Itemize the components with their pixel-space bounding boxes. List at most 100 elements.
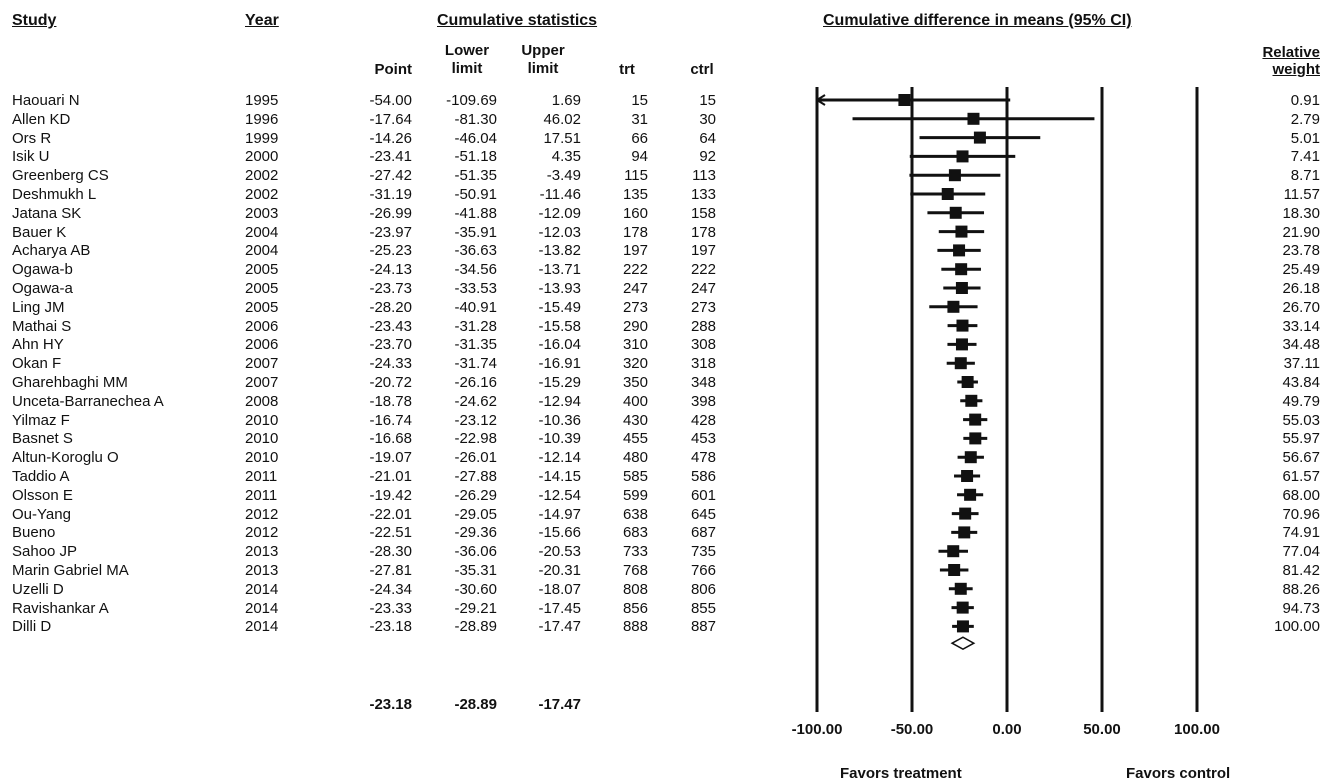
point-marker — [955, 263, 968, 276]
row-year: 2011 — [245, 486, 278, 504]
row-point: -19.42 — [369, 486, 412, 504]
row-year: 2007 — [245, 374, 279, 391]
row-year: 1995 — [245, 92, 279, 109]
row-year: 2004 — [245, 223, 279, 241]
row-study: Bueno — [12, 524, 56, 542]
row-study: Okan F — [12, 355, 62, 373]
row-study: Marin Gabriel MA — [12, 562, 129, 579]
row-trt: 273 — [622, 298, 648, 316]
row-trt: 808 — [622, 580, 648, 598]
row-study: Haouari N — [12, 92, 80, 109]
summary-point: -23.18 — [369, 696, 412, 713]
row-relative-weight: 68.00 — [1282, 486, 1320, 504]
row-study: Greenberg CS — [12, 167, 109, 185]
row-upper-limit: 46.02 — [543, 110, 581, 128]
row-relative-weight: 5.01 — [1290, 129, 1320, 147]
point-marker — [947, 300, 960, 313]
row-relative-weight: 26.70 — [1282, 298, 1320, 316]
row-relative-weight: 70.96 — [1282, 505, 1320, 523]
row-lower-limit: -50.91 — [454, 186, 497, 203]
row-study: Ahn HY — [12, 336, 64, 354]
row-lower-limit: -24.62 — [454, 392, 497, 410]
row-study: Olsson E — [12, 486, 73, 504]
row-study: Unceta-Barranechea A — [12, 392, 164, 410]
row-study: Gharehbaghi MM — [12, 374, 128, 391]
row-ctrl: 478 — [690, 449, 716, 467]
row-relative-weight: 18.30 — [1282, 204, 1320, 222]
point-marker — [948, 169, 961, 182]
row-point: -24.13 — [369, 261, 412, 279]
point-marker — [947, 545, 960, 558]
row-study: Acharya AB — [12, 242, 91, 260]
row-study: Basnet S — [12, 430, 73, 448]
row-lower-limit: -31.35 — [454, 336, 497, 354]
row-relative-weight: 0.91 — [1290, 92, 1320, 109]
row-lower-limit: -26.16 — [454, 374, 497, 391]
row-point: -22.51 — [369, 524, 412, 542]
row-upper-limit: 1.69 — [551, 92, 581, 109]
row-point: -19.07 — [369, 449, 412, 467]
row-upper-limit: -20.31 — [538, 562, 581, 579]
row-ctrl: 586 — [690, 468, 716, 485]
relative-weight-header-line1: Relative — [1262, 44, 1320, 61]
point-marker — [958, 526, 971, 539]
row-lower-limit: -29.36 — [454, 524, 497, 542]
row-study: Uzelli D — [12, 580, 64, 598]
row-upper-limit: -3.49 — [546, 167, 581, 185]
row-ctrl: 158 — [690, 204, 716, 222]
row-upper-limit: -12.54 — [538, 486, 581, 504]
row-study: Yilmaz F — [12, 411, 70, 429]
row-relative-weight: 74.91 — [1282, 524, 1320, 542]
row-study: Jatana SK — [12, 204, 82, 222]
row-upper-limit: -12.94 — [538, 392, 581, 410]
row-relative-weight: 26.18 — [1282, 280, 1320, 297]
row-lower-limit: -40.91 — [454, 298, 497, 316]
point-marker — [973, 131, 986, 144]
row-year: 2012 — [245, 505, 279, 523]
row-point: -16.74 — [369, 411, 412, 429]
row-lower-limit: -26.01 — [454, 449, 497, 467]
point-marker — [964, 488, 977, 501]
row-trt: 222 — [622, 261, 648, 279]
row-relative-weight: 55.97 — [1282, 430, 1320, 448]
row-lower-limit: -31.28 — [454, 317, 497, 335]
point-marker — [955, 338, 968, 351]
row-lower-limit: -29.05 — [454, 505, 497, 523]
row-lower-limit: -31.74 — [454, 355, 497, 373]
row-relative-weight: 37.11 — [1283, 355, 1320, 373]
row-lower-limit: -34.56 — [454, 261, 497, 279]
lower-header-line2: limit — [451, 60, 483, 77]
row-relative-weight: 81.42 — [1282, 562, 1320, 579]
row-ctrl: 113 — [692, 167, 716, 185]
row-study: Altun-Koroglu O — [12, 449, 119, 467]
upper-header-line2: limit — [527, 60, 559, 77]
trt-header: trt — [619, 61, 635, 78]
row-lower-limit: -36.06 — [454, 543, 497, 561]
row-point: -23.41 — [369, 148, 412, 166]
row-relative-weight: 77.04 — [1282, 543, 1320, 561]
row-relative-weight: 21.90 — [1282, 223, 1320, 241]
point-marker — [949, 206, 962, 219]
plot-title: Cumulative difference in means (95% CI) — [823, 12, 1132, 29]
upper-header-line1: Upper — [521, 42, 565, 59]
row-year: 2000 — [245, 148, 279, 166]
row-ctrl: 855 — [690, 599, 716, 617]
row-study: Mathai S — [12, 317, 72, 335]
favors-treatment-label: Favors treatment — [840, 765, 962, 782]
row-lower-limit: -51.18 — [454, 148, 497, 166]
row-ctrl: 247 — [690, 280, 716, 297]
row-study: Sahoo JP — [12, 543, 78, 561]
row-ctrl: 178 — [690, 223, 716, 241]
row-ctrl: 288 — [690, 317, 716, 335]
row-lower-limit: -36.63 — [454, 242, 497, 260]
row-trt: 585 — [622, 468, 648, 485]
x-tick-label: -50.00 — [891, 721, 934, 738]
point-marker — [954, 357, 967, 370]
row-trt: 480 — [622, 449, 648, 467]
point-marker — [956, 150, 969, 163]
row-study: Ravishankar A — [12, 599, 109, 617]
point-marker — [956, 620, 969, 633]
row-lower-limit: -28.89 — [454, 618, 497, 636]
row-year: 2005 — [245, 298, 279, 316]
